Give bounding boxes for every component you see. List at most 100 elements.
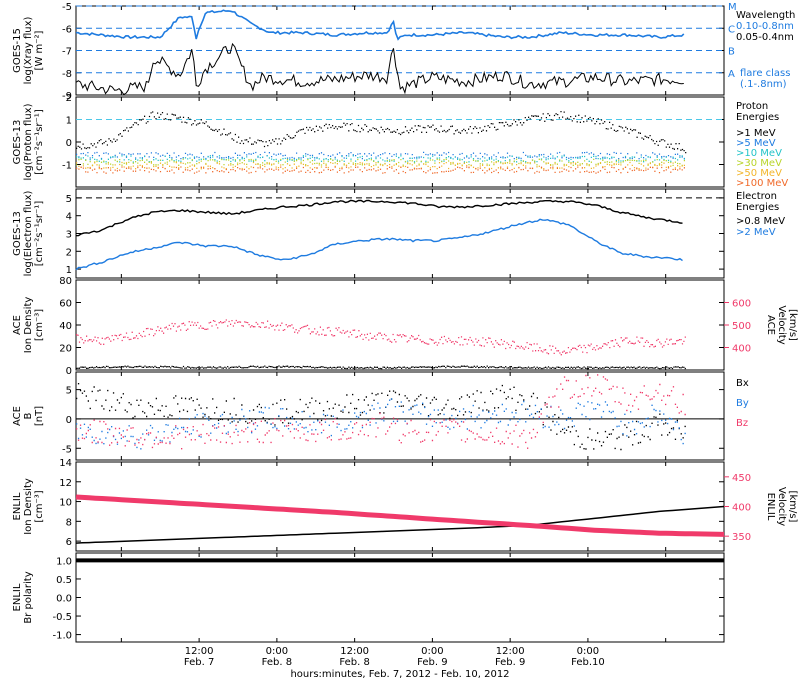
legend-title: Electron — [736, 191, 777, 202]
legend-entry: By — [736, 398, 749, 409]
y-axis-label: ACE — [12, 315, 23, 335]
y-axis-label: [W m⁻²] — [34, 30, 45, 70]
y-tick-label: 5 — [66, 194, 72, 205]
legend-entry: Bz — [736, 418, 748, 429]
x-tick-label: 0:00 — [266, 646, 288, 657]
y-axis-label: [cm⁻²s⁻¹sr⁻¹] — [34, 201, 45, 267]
series-points-By — [76, 398, 686, 450]
y-axis-label-right: [km/s] — [787, 309, 798, 341]
x-tick-label: 12:00 — [496, 646, 525, 657]
y-axis-label: Ion Density — [23, 478, 34, 535]
y-tick-label-right: 400 — [732, 503, 751, 514]
y-axis-label-right: ACE — [765, 315, 776, 335]
flare-class-label: C — [728, 24, 735, 35]
y-tick-label: 0 — [66, 366, 72, 377]
panel-frame — [75, 552, 725, 643]
y-axis-label: [nT] — [34, 406, 45, 426]
y-tick-label: -8 — [62, 69, 72, 80]
panel-5: -5 0 5 ACE B [nT] Bx By Bz — [12, 371, 749, 461]
x-tick-label: 0:00 — [577, 646, 599, 657]
y-tick-label: 8 — [66, 517, 72, 528]
y-tick-label-right: 450 — [732, 473, 751, 484]
y-axis-label-right: Velocity — [776, 487, 787, 526]
y-tick-label: 40 — [59, 321, 72, 332]
y-tick-label-right: 400 — [732, 344, 751, 355]
y-tick-label: 0.5 — [56, 575, 72, 586]
y-axis-label: ACE — [12, 406, 23, 426]
panel-frame — [75, 96, 725, 188]
y-axis-label: Ion Density — [23, 297, 34, 354]
legend-title: Wavelength — [736, 10, 795, 21]
x-tick-label-date: Feb. 9 — [417, 657, 447, 668]
legend-entry: >0.8 MeV — [736, 216, 785, 227]
series-points-Velocity — [76, 319, 686, 356]
x-tick-label: 12:00 — [340, 646, 369, 657]
series-points-Ion Density — [76, 365, 686, 370]
y-axis-label-right: Velocity — [776, 305, 787, 344]
y-axis-label: log(Electron flux) — [23, 191, 34, 277]
y-tick-label: 6 — [66, 537, 72, 548]
legend-title: Energies — [736, 202, 779, 213]
y-tick-label: -5 — [62, 2, 72, 13]
x-tick-label-date: Feb. 8 — [339, 657, 369, 668]
series-points-Bx — [76, 383, 686, 451]
legend-title: Energies — [736, 112, 779, 123]
panel-3: 1 2 3 4 5 GOES-13 log(Electron flux) [cm⁻²s⁻¹sr… — [12, 188, 785, 279]
x-tick-label-date: Feb. 7 — [184, 657, 214, 668]
legend-entry: >2 MeV — [736, 227, 776, 238]
y-tick-label-right: 350 — [732, 532, 751, 543]
y-tick-label: 2 — [66, 247, 72, 258]
series-points->10 MeV — [76, 155, 685, 163]
y-axis-label: [cm⁻²s⁻¹sr⁻¹] — [34, 109, 45, 175]
legend-entry: 0.10-0.8nm — [736, 21, 794, 32]
y-tick-label: 1.0 — [56, 556, 72, 567]
series-points->1 MeV — [76, 110, 687, 154]
y-axis-label: log(Xray flux) — [23, 17, 34, 85]
legend-entry: 0.05-0.4nm — [736, 32, 794, 43]
panel-2: -1 0 1 2 GOES-13 log(Proton flux) [cm⁻²s⁻¹sr⁻¹… — [12, 93, 788, 189]
x-tick-label-date: Feb. 8 — [262, 657, 292, 668]
series-points->100 MeV — [76, 166, 685, 174]
x-tick-label-date: Feb. 9 — [495, 657, 525, 668]
flare-class-label: B — [728, 47, 735, 58]
y-tick-label: 14 — [59, 458, 72, 469]
y-axis-label: ENLIL — [12, 492, 23, 520]
y-axis-label: [cm⁻³] — [34, 309, 45, 341]
y-tick-label: -1.0 — [52, 631, 72, 642]
y-axis-label: [cm⁻³] — [34, 490, 45, 522]
y-tick-label: -7 — [62, 47, 72, 58]
legend-entry: >50 MeV — [736, 168, 782, 179]
series-line-Velocity — [75, 494, 725, 537]
y-tick-label: 2 — [66, 93, 72, 104]
series-line-0.05-0.4nm — [75, 42, 684, 96]
y-axis-label: Br polarity — [23, 571, 34, 623]
y-tick-label: 10 — [59, 498, 72, 509]
legend-entry: flare class — [740, 68, 790, 79]
legend-entry: >10 MeV — [736, 148, 782, 159]
x-tick-label: 0:00 — [421, 646, 443, 657]
y-tick-label: -6 — [62, 24, 72, 35]
panel-frame — [75, 371, 725, 461]
y-tick-label: 0 — [66, 415, 72, 426]
legend-entry: >30 MeV — [736, 158, 782, 169]
series-line-0.10-0.8nm — [76, 9, 685, 41]
series-points->5 MeV — [76, 151, 685, 160]
y-tick-label: 0 — [66, 138, 72, 149]
y-tick-label-right: 500 — [732, 321, 751, 332]
y-tick-label: -0.5 — [52, 612, 72, 623]
series-line->2 MeV — [75, 218, 683, 271]
y-tick-label: 1 — [66, 116, 72, 127]
flare-class-label: A — [728, 69, 735, 80]
panel-7: -1.0 -0.5 0.0 0.5 1.0 ENLIL Br polarity — [12, 552, 725, 643]
y-tick-label: 1 — [66, 265, 72, 276]
y-tick-label: 3 — [66, 230, 72, 241]
series-points->50 MeV — [76, 161, 685, 170]
y-tick-label: 60 — [59, 299, 72, 310]
y-tick-label: 12 — [59, 478, 72, 489]
legend-entry: >100 MeV — [736, 178, 788, 189]
y-tick-label-right: 600 — [732, 299, 751, 310]
y-axis-label: log(Proton flux) — [23, 103, 34, 180]
y-axis-label-right: [km/s] — [787, 491, 798, 523]
